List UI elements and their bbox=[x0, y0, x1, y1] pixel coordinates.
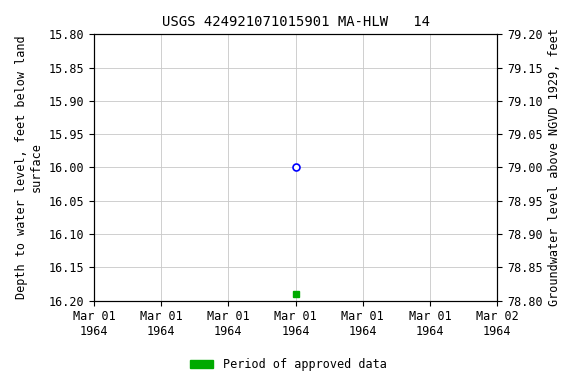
Title: USGS 424921071015901 MA-HLW   14: USGS 424921071015901 MA-HLW 14 bbox=[161, 15, 430, 29]
Legend: Period of approved data: Period of approved data bbox=[185, 354, 391, 376]
Y-axis label: Depth to water level, feet below land
surface: Depth to water level, feet below land su… bbox=[15, 36, 43, 299]
Y-axis label: Groundwater level above NGVD 1929, feet: Groundwater level above NGVD 1929, feet bbox=[548, 28, 561, 306]
